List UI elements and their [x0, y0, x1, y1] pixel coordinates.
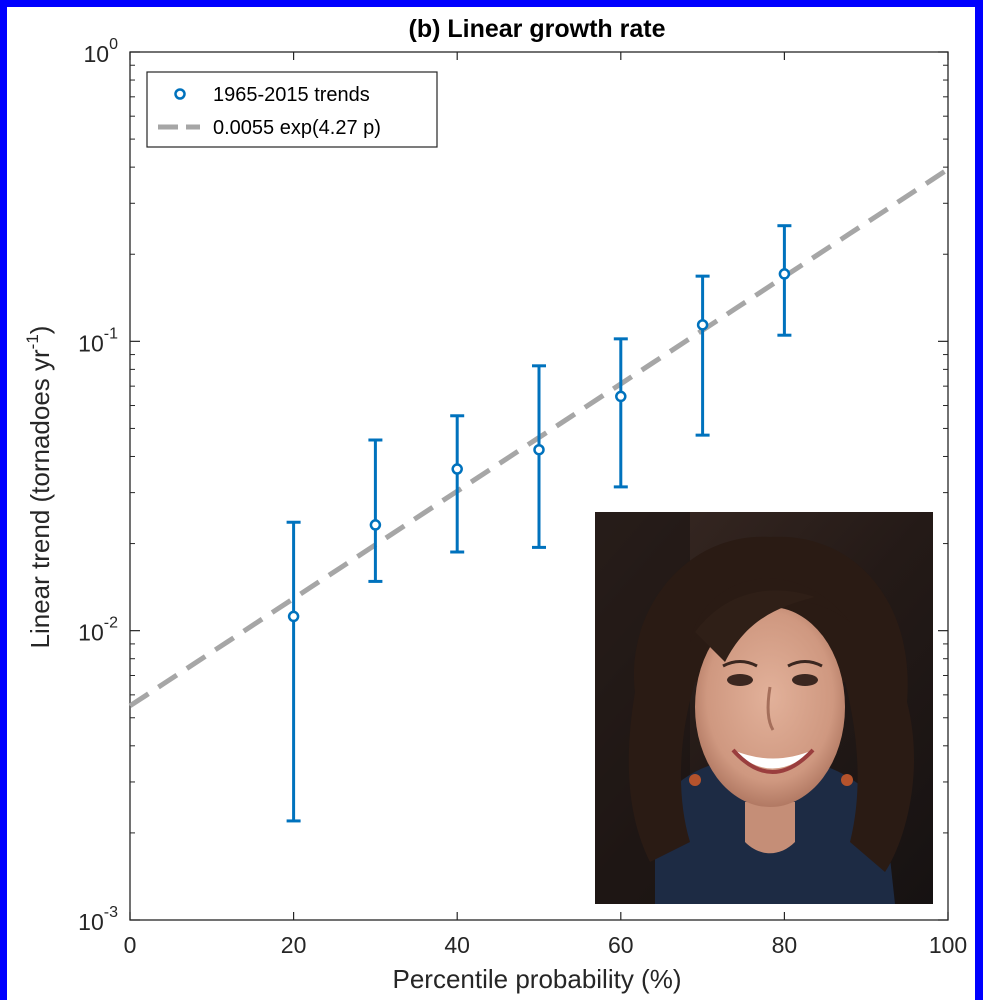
y-axis-label: Linear trend (tornadoes yr-1) — [23, 326, 55, 649]
data-point — [369, 519, 382, 531]
x-tick-label: 60 — [608, 932, 634, 958]
legend-box — [146, 71, 438, 148]
y-tick-label: 100 — [84, 36, 119, 67]
y-tick-label: 10-2 — [78, 615, 118, 646]
x-tick-label: 20 — [281, 932, 307, 958]
legend-label-trends: 1965-2015 trends — [213, 84, 370, 106]
y-axis-label-close: ) — [25, 326, 55, 335]
data-point — [696, 319, 709, 331]
x-tick-label: 80 — [772, 932, 798, 958]
data-point — [287, 610, 300, 623]
y-tick-label: 10-1 — [78, 325, 118, 356]
legend-marker-trends — [174, 88, 186, 100]
chart-title: (b) Linear growth rate — [409, 15, 666, 43]
y-axis-label-sup: -1 — [23, 334, 42, 349]
portrait-photo-image — [595, 512, 933, 904]
data-point — [615, 390, 627, 403]
y-tick-label: 10-3 — [78, 904, 118, 935]
y-axis-label-text: Linear trend (tornadoes yr — [25, 349, 55, 649]
x-axis-label: Percentile probability (%) — [392, 964, 681, 994]
svg-text:Linear trend (tornadoes yr-1): Linear trend (tornadoes yr-1) — [23, 326, 55, 649]
data-point — [451, 463, 463, 475]
legend-label-fit: 0.0055 exp(4.27 p) — [213, 117, 381, 139]
data-point — [778, 268, 791, 280]
x-tick-label: 0 — [124, 932, 137, 958]
x-tick-label: 100 — [929, 932, 967, 958]
x-tick-label: 40 — [444, 932, 470, 958]
plot-area-box — [129, 51, 949, 921]
portrait-photo — [595, 512, 933, 904]
data-point — [533, 443, 545, 456]
